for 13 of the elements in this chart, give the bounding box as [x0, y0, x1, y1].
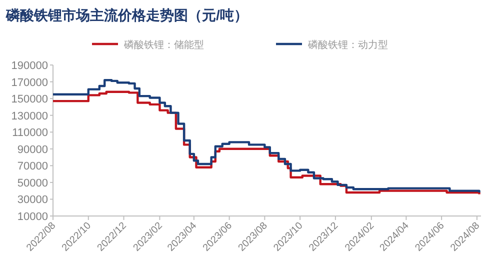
y-tick-label: 150000	[11, 94, 48, 106]
chart-title: 磷酸铁锂市场主流价格走势图（元/吨）	[5, 7, 248, 23]
y-tick-label: 30000	[17, 194, 48, 206]
legend-label: 磷酸铁锂：动力型	[307, 39, 388, 51]
y-tick-label: 50000	[17, 177, 48, 190]
legend-label: 磷酸铁锂：储能型	[123, 39, 204, 51]
y-tick-label: 10000	[17, 211, 48, 223]
y-tick-label: 130000	[11, 110, 48, 122]
y-tick-label: 110000	[12, 127, 48, 140]
y-tick-label: 70000	[17, 160, 48, 173]
y-tick-label: 170000	[11, 76, 48, 89]
y-tick-label: 90000	[17, 144, 48, 156]
y-tick-label: 190000	[11, 60, 48, 72]
